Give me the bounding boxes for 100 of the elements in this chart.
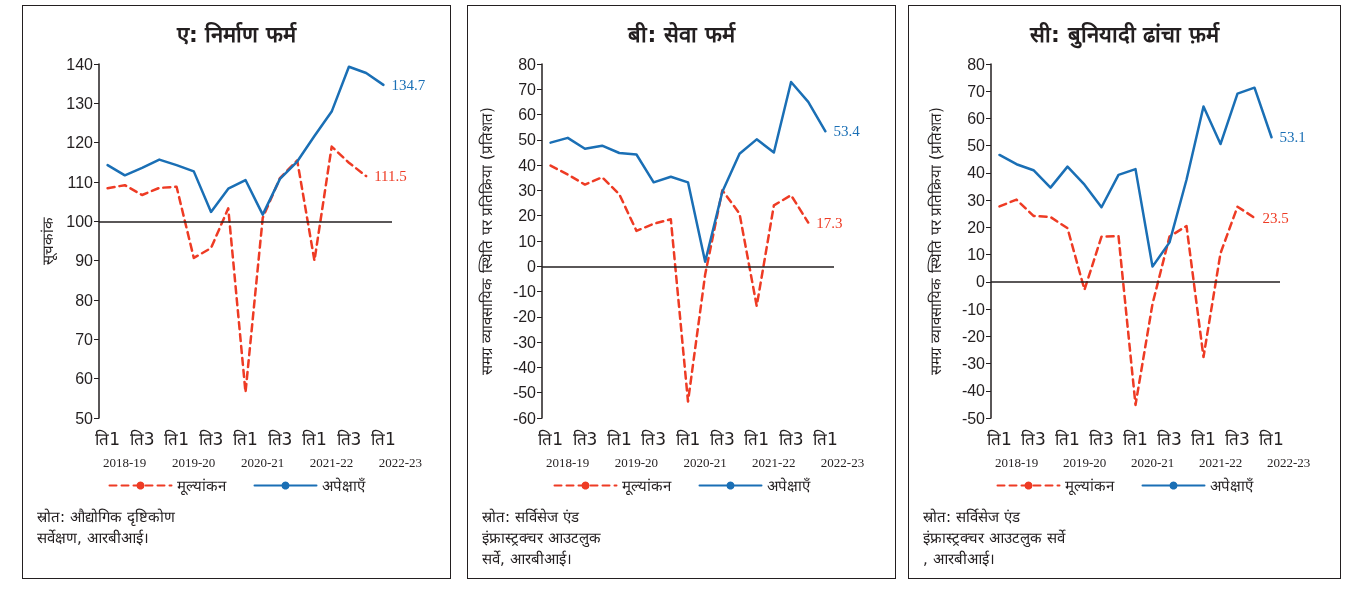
x-tick-label: ति3 [267, 428, 293, 449]
x-tick-label: ति1 [233, 428, 258, 449]
text: 2020-21 [683, 455, 727, 470]
legend-label: अपेक्षाएँ [321, 476, 366, 495]
text: 2019-20 [614, 455, 659, 470]
text: 2020-21 [240, 455, 285, 470]
x-tick-label: ति3 [336, 428, 362, 449]
x-tick-label: ति1 [744, 428, 770, 449]
y-axis-title: समग्र व्यावसायिक स्थिति पर प्रतिक्रिया (प्रतिशत) [477, 107, 496, 375]
x-tick-label: ति1 [164, 428, 189, 449]
y-tick-label: 70 [967, 82, 986, 100]
x-tick-label: ति3 [1157, 428, 1182, 449]
y-tick-label: 60 [967, 109, 986, 127]
x-tick-label: ति3 [572, 428, 598, 449]
x-tick-label: ति1 [606, 428, 632, 449]
y-tick-label: 110 [67, 173, 94, 191]
text: 2022-23 [378, 455, 423, 470]
y-tick-label: 80 [967, 55, 986, 73]
y-tick-label: 40 [967, 164, 986, 182]
y-tick-label: 10 [967, 246, 986, 264]
y-tick-label: -50 [961, 409, 986, 427]
data-label: 134.7 [391, 76, 426, 93]
text: 2021-22 [1199, 455, 1243, 470]
y-tick-label: -10 [961, 300, 986, 318]
y-tick-label: 60 [75, 370, 94, 388]
x-tick-label: ति1 [987, 428, 1012, 449]
line-series [106, 145, 368, 394]
x-tick-label: ति3 [709, 428, 735, 449]
text: 2018-19 [546, 455, 590, 470]
text: 2020-21 [1131, 455, 1175, 470]
text: 2022-23 [1267, 455, 1311, 470]
y-tick-label: 50 [75, 409, 94, 427]
y-tick-label: -30 [512, 333, 537, 351]
x-tick-label: ति3 [641, 428, 667, 449]
x-tick-label: ति1 [1055, 428, 1080, 449]
y-axis-title: सूचकांक [38, 217, 58, 265]
y-tick-label: 70 [75, 330, 94, 348]
y-tick-label: -20 [961, 327, 986, 345]
line-series [549, 164, 810, 403]
x-tick-label: ति3 [129, 428, 155, 449]
line-series [998, 198, 1256, 407]
text: 2018-19 [995, 455, 1039, 470]
x-tick-label: ति1 [538, 428, 563, 449]
legend-label: मूल्यांकन [176, 476, 227, 496]
text: स्रोत: सर्विसेज एंड इंफ्रास्ट्रक्चर आउटलुक सर्वे, आरबीआई। [482, 507, 606, 568]
x-tick-label: ति1 [302, 428, 327, 449]
y-tick-label: 90 [75, 252, 94, 270]
y-tick-label: 20 [518, 207, 537, 225]
data-label: 17.3 [816, 214, 843, 231]
y-tick-label: 40 [518, 156, 537, 174]
legend-label: मूल्यांकन [1064, 476, 1115, 496]
x-tick-label: ति3 [1021, 428, 1046, 449]
y-tick-label: 0 [976, 273, 986, 291]
text: 2019-20 [171, 455, 216, 470]
legend-label: मूल्यांकन [621, 476, 672, 496]
y-tick-label: 30 [518, 181, 537, 199]
y-tick-label: -40 [961, 382, 986, 400]
y-tick-label: 50 [967, 137, 986, 155]
y-tick-label: 80 [75, 291, 94, 309]
chart-title: बी: सेवा फर्म [627, 20, 736, 47]
x-tick-label: ति3 [1089, 428, 1114, 449]
y-tick-label: 100 [66, 212, 94, 230]
x-tick-label: ति1 [370, 428, 396, 449]
legend-label: अपेक्षाएँ [766, 476, 811, 495]
x-tick-label: ति1 [813, 428, 838, 449]
x-tick-label: ति1 [1123, 428, 1148, 449]
y-tick-label: 140 [66, 55, 94, 73]
chart-title: सी: बुनियादी ढांचा फ़र्म [1029, 20, 1220, 49]
y-tick-label: 80 [518, 55, 537, 73]
text: 2018-19 [103, 455, 147, 470]
y-tick-label: 0 [527, 257, 537, 275]
y-tick-label: 50 [518, 131, 537, 149]
y-tick-label: -40 [512, 358, 537, 376]
data-label: 53.1 [1279, 129, 1306, 146]
text: 2021-22 [752, 455, 796, 470]
chart-title: ए: निर्माण फर्म [175, 20, 298, 47]
x-tick-label: ति1 [675, 428, 701, 449]
y-tick-label: 20 [967, 218, 986, 236]
y-tick-label: -10 [512, 283, 537, 301]
y-tick-label: -50 [512, 384, 537, 402]
x-tick-label: ति3 [1225, 428, 1250, 449]
text: 2021-22 [309, 455, 354, 470]
text: 2019-20 [1063, 455, 1107, 470]
y-tick-label: 60 [518, 106, 537, 124]
y-tick-label: 30 [967, 191, 986, 209]
y-tick-label: -30 [961, 355, 986, 373]
data-label: 23.5 [1262, 209, 1289, 226]
x-tick-label: ति3 [778, 428, 804, 449]
text: 2022-23 [820, 455, 865, 470]
x-tick-label: ति1 [1259, 428, 1284, 449]
x-tick-label: ति1 [95, 428, 121, 449]
y-axis-title: समग्र व्यावसायिक स्थिति पर प्रतिक्रिया (प्रतिशत) [926, 107, 945, 375]
x-tick-label: ति3 [198, 428, 224, 449]
y-tick-label: 130 [66, 94, 94, 112]
data-label: 53.4 [833, 123, 861, 140]
y-tick-label: 120 [66, 134, 94, 152]
y-tick-label: 70 [518, 80, 537, 98]
data-label: 111.5 [374, 168, 407, 185]
text: स्रोत: औद्योगिक दृष्टिकोण सर्वेक्षण, आरबीआई। [37, 507, 180, 547]
y-tick-label: 10 [518, 232, 537, 250]
